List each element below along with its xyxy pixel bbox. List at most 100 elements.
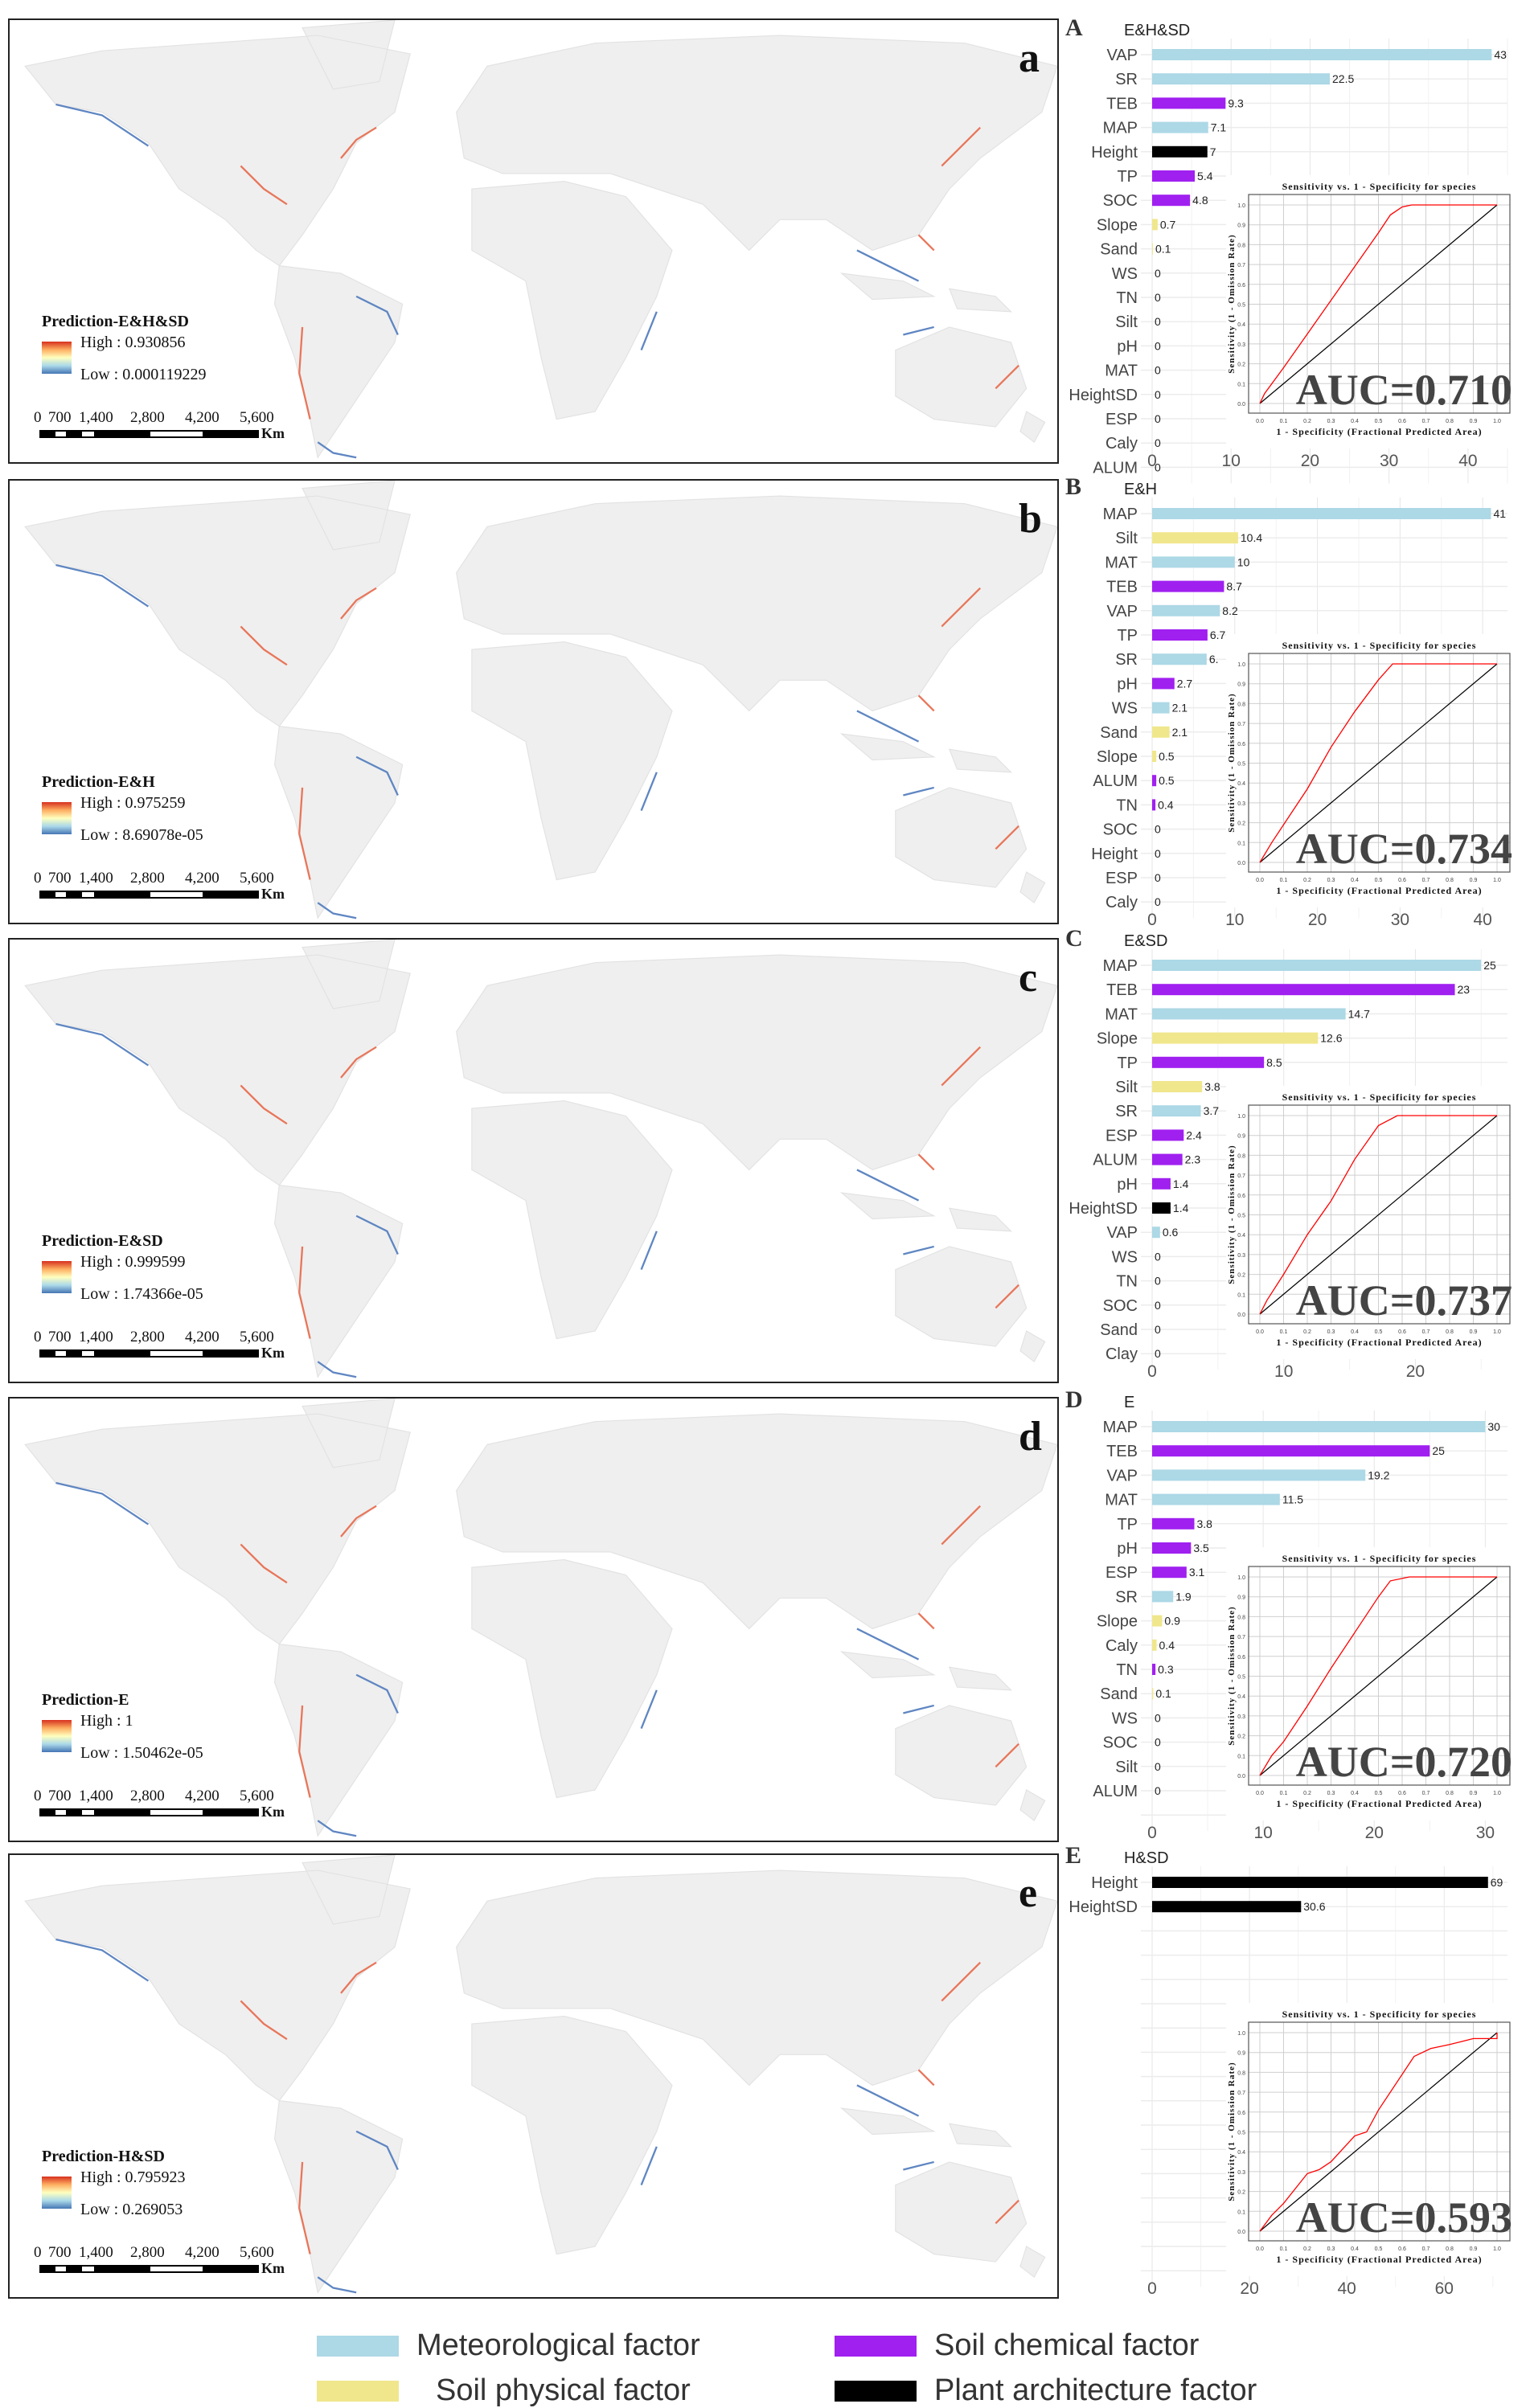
legend-low: Low : 0.269053 <box>80 2201 183 2218</box>
land-mass <box>24 481 1057 919</box>
bar-value-label: 2.3 <box>1185 1153 1201 1166</box>
scale-bar-unit: Km <box>261 2260 285 2276</box>
scale-bar-tick: 0 <box>34 2244 42 2261</box>
scale-bar <box>39 2265 259 2273</box>
roc-x-tick: 1.0 <box>1493 1329 1501 1335</box>
bar-value-label: 0 <box>1155 1736 1161 1749</box>
category-label: MAP <box>1103 120 1138 137</box>
roc-inset: 0.0 0.0 0.1 0.1 0.2 0.2 0.3 0.3 0.4 0.4 0.5 0.5 0.6 0… <box>1226 175 1514 448</box>
category-label: pH <box>1117 1176 1138 1194</box>
coast-low-suitability <box>55 1022 150 1067</box>
bar-value-label: 10.4 <box>1241 531 1262 544</box>
bar-value-label: 1.4 <box>1173 1202 1189 1214</box>
coast-low-suitability <box>640 772 658 812</box>
bar-SR <box>1152 653 1207 665</box>
scale-bar-tick: 0 <box>34 1329 42 1345</box>
panel-letter: D <box>1065 1386 1083 1413</box>
category-label: ALUM <box>1093 1783 1138 1800</box>
coast-high-suitability <box>240 165 288 206</box>
scale-bar-tick: 1,400 <box>79 2244 113 2261</box>
scale-bar-tick: 4,200 <box>185 2244 219 2261</box>
legend-high: High : 0.975259 <box>80 794 186 812</box>
bar-ALUM <box>1152 775 1157 787</box>
roc-y-tick: 0.6 <box>1237 2111 1245 2116</box>
scale-bar-tick: 5,600 <box>240 1788 274 1804</box>
scale-bar-tick: 700 <box>48 2244 72 2261</box>
bar-value-label: 25 <box>1483 959 1496 972</box>
x-tick-label: 40 <box>1473 911 1491 929</box>
roc-y-tick: 0.7 <box>1237 263 1245 268</box>
roc-x-tick: 1.0 <box>1493 2246 1501 2252</box>
bar-Slope <box>1152 1032 1319 1044</box>
category-label: TP <box>1117 168 1138 186</box>
panel-letter: C <box>1065 925 1083 952</box>
scale-bar-tick: 4,200 <box>185 409 219 426</box>
roc-y-tick: 0.3 <box>1237 1714 1245 1720</box>
category-label: VAP <box>1106 603 1138 620</box>
importance-chart-C: C E&SD MAP 25 TEB 23 MAT 14.7 Slope 12.6 TP 8.5 Silt… <box>1065 925 1514 1381</box>
bar-Sand <box>1152 243 1153 255</box>
category-label: Silt <box>1115 1079 1138 1096</box>
legend-item-met: Meteorological factor <box>317 2328 700 2363</box>
scale-bar-tick: 1,400 <box>79 870 113 887</box>
roc-x-tick: 0.5 <box>1375 878 1383 883</box>
coast-high-suitability <box>995 2199 1019 2225</box>
x-tick-label: 20 <box>1365 1824 1384 1842</box>
coast-high-suitability <box>340 126 377 159</box>
category-label: MAP <box>1103 957 1138 975</box>
bar-value-label: 0 <box>1155 1760 1161 1773</box>
bar-value-label: 3.1 <box>1189 1566 1205 1579</box>
roc-x-tick: 1.0 <box>1493 878 1501 883</box>
bar-value-label: 22.5 <box>1332 72 1354 85</box>
category-label: SOC <box>1103 821 1138 839</box>
roc-x-tick: 0.1 <box>1280 1329 1288 1335</box>
category-label: ALUM <box>1093 772 1138 790</box>
roc-x-label: 1 - Specificity (Fractional Predicted Ar… <box>1276 1798 1482 1809</box>
legend-swatch <box>835 2380 917 2402</box>
roc-x-tick: 0.7 <box>1422 1791 1430 1796</box>
bar-value-label: 2.1 <box>1172 702 1188 715</box>
scale-bar-segment <box>150 1810 203 1815</box>
roc-frame <box>1248 2021 1511 2242</box>
bar-value-label: 6. <box>1209 653 1219 665</box>
legend-title: Prediction-E <box>42 1691 129 1709</box>
panel-letter: A <box>1065 14 1083 41</box>
roc-x-tick: 0.3 <box>1327 419 1335 424</box>
category-label: MAT <box>1105 1492 1138 1509</box>
category-label: SOC <box>1103 1297 1138 1315</box>
roc-x-tick: 0.8 <box>1446 878 1454 883</box>
coast-high-suitability <box>298 1246 311 1339</box>
scale-bar-segment <box>150 1351 203 1356</box>
roc-curve <box>1259 204 1497 404</box>
scale-bar-unit: Km <box>261 886 285 902</box>
roc-y-tick: 0.5 <box>1237 762 1245 768</box>
bar-value-label: 2.7 <box>1177 677 1193 690</box>
bar-value-label: 43 <box>1494 48 1507 61</box>
legend-swatch <box>317 2335 399 2357</box>
roc-x-tick: 0.1 <box>1280 2246 1288 2252</box>
roc-title: Sensitivity vs. 1 - Specificity for spec… <box>1282 1091 1477 1103</box>
category-label: pH <box>1117 675 1138 693</box>
land-mass <box>24 940 1057 1378</box>
roc-y-tick: 0.4 <box>1237 2150 1245 2156</box>
x-tick-label: 10 <box>1253 1824 1272 1842</box>
coast-low-suitability <box>55 1481 150 1525</box>
coast-low-suitability <box>355 756 399 796</box>
category-label: VAP <box>1106 1224 1138 1242</box>
category-label: TP <box>1117 1516 1138 1534</box>
coast-low-suitability <box>856 249 920 282</box>
bar-SR <box>1152 1591 1174 1603</box>
category-label: Caly <box>1105 435 1138 453</box>
roc-y-tick: 0.0 <box>1237 1774 1245 1779</box>
roc-inset: 0.0 0.0 0.1 0.1 0.2 0.2 0.3 0.3 0.4 0.4 0.5 0.5 0.6 0… <box>1226 2003 1514 2276</box>
map-panel-b: b Prediction-E&H High : 0.975259 Low : 8.69… <box>8 479 1059 924</box>
roc-x-tick: 0.2 <box>1303 2246 1311 2252</box>
roc-inset: 0.0 0.0 0.1 0.1 0.2 0.2 0.3 0.3 0.4 0.4 0.5 0.5 0.6 0… <box>1226 1547 1514 1820</box>
roc-title: Sensitivity vs. 1 - Specificity for spec… <box>1282 1553 1477 1564</box>
auc-value: AUC=0.720 <box>1296 1738 1512 1786</box>
legend-high: High : 1 <box>80 1712 133 1730</box>
bar-value-label: 4.8 <box>1192 194 1208 207</box>
coast-low-suitability <box>856 1628 920 1661</box>
scale-bar-tick: 0 <box>34 409 42 426</box>
bar-value-label: 0 <box>1155 1784 1161 1797</box>
